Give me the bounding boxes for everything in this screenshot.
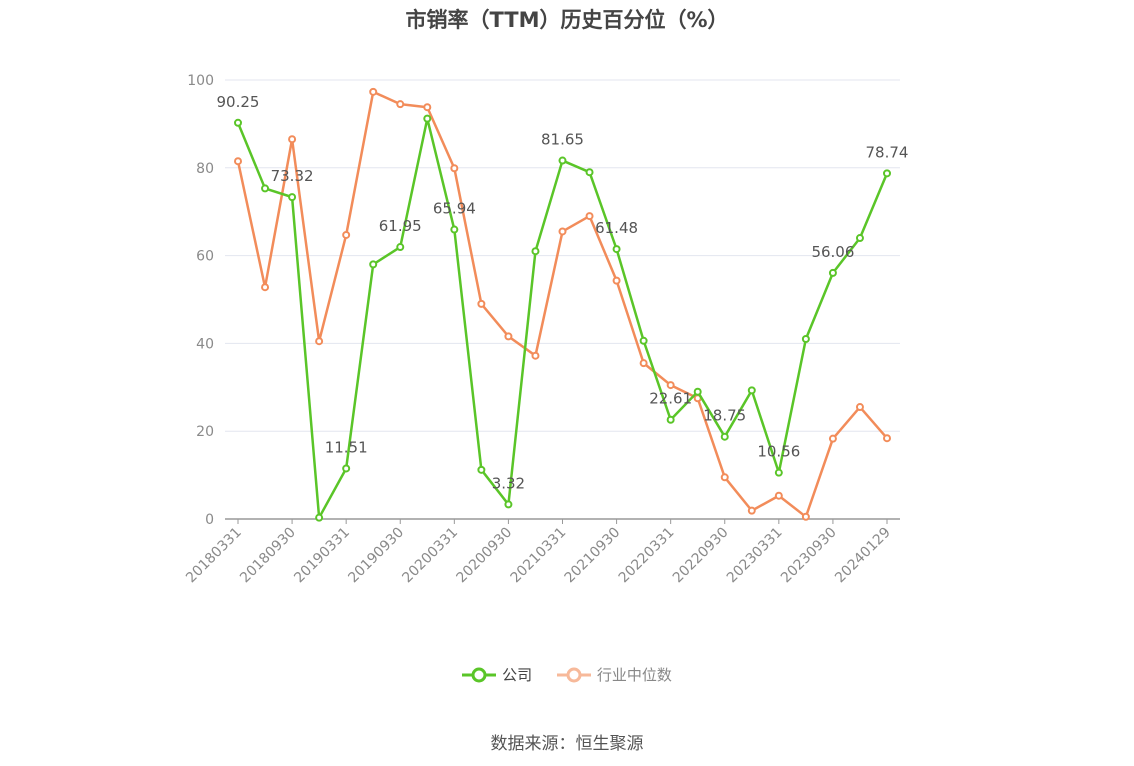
industry-point: [666, 381, 675, 390]
x-tick-label: 20180331: [183, 525, 245, 587]
industry-point: [450, 164, 459, 173]
y-tick-label: 80: [196, 161, 214, 177]
company-point: [531, 247, 540, 256]
x-tick-label: 20220930: [670, 525, 732, 587]
legend-item-industry[interactable]: 行业中位数: [556, 664, 672, 685]
x-tick-label: 20220331: [616, 525, 678, 587]
industry-point: [828, 434, 837, 443]
industry-point: [774, 491, 783, 500]
company-point: [801, 335, 810, 344]
data-label: 18.75: [703, 407, 746, 425]
x-tick-label: 20230331: [724, 525, 786, 587]
y-tick-label: 0: [205, 512, 214, 528]
company-point: [612, 245, 621, 254]
industry-point: [612, 276, 621, 285]
industry-point: [504, 332, 513, 341]
x-tick-label: 20180930: [237, 525, 299, 587]
industry-point: [396, 100, 405, 109]
company-point: [396, 243, 405, 252]
legend-company-marker-icon: [462, 667, 497, 682]
industry-point: [558, 227, 567, 236]
industry-point: [585, 212, 594, 221]
company-point: [342, 464, 351, 473]
company-point: [855, 234, 864, 243]
data-label: 11.51: [325, 438, 368, 456]
data-label: 73.32: [271, 167, 314, 185]
company-point: [693, 387, 702, 396]
x-tick-label: 20200930: [454, 525, 516, 587]
industry-point: [720, 473, 729, 482]
legend-item-company[interactable]: 公司: [462, 664, 532, 685]
y-tick-label: 40: [196, 336, 214, 352]
data-label: 65.94: [433, 200, 476, 218]
x-tick-label: 20230930: [778, 525, 840, 587]
industry-point: [747, 506, 756, 515]
company-point: [666, 415, 675, 424]
industry-point: [639, 359, 648, 368]
industry-point: [423, 103, 432, 112]
company-point: [720, 432, 729, 441]
data-label: 56.06: [811, 243, 854, 261]
industry-point: [531, 351, 540, 360]
data-source: 数据来源：恒生聚源: [490, 734, 644, 754]
x-tick-label: 20210930: [562, 525, 624, 587]
industry-point: [342, 230, 351, 239]
company-point: [639, 336, 648, 345]
legend-industry-marker-icon: [556, 667, 591, 682]
industry-point: [234, 157, 242, 166]
data-label: 3.32: [492, 474, 525, 492]
data-label: 61.95: [379, 217, 422, 235]
x-tick-label: 20240129: [832, 525, 894, 587]
industry-point: [369, 87, 378, 96]
data-label: 61.48: [595, 219, 638, 237]
x-tick-label: 20190331: [291, 525, 353, 587]
x-tick-label: 20210331: [508, 525, 570, 587]
company-point: [369, 260, 378, 269]
company-point: [450, 225, 459, 234]
company-point: [504, 500, 513, 509]
y-tick-label: 20: [196, 424, 214, 440]
company-point: [828, 268, 837, 277]
legend: 公司 行业中位数: [0, 664, 1134, 687]
y-tick-label: 100: [187, 73, 214, 89]
company-point: [585, 168, 594, 177]
x-tick-label: 20190930: [345, 525, 407, 587]
company-point: [315, 513, 324, 522]
company-point: [234, 118, 242, 127]
company-point: [747, 386, 756, 395]
industry-point: [883, 434, 891, 443]
y-tick-label: 60: [196, 249, 214, 265]
data-label: 78.74: [866, 143, 909, 161]
company-point: [883, 169, 891, 178]
company-point: [477, 465, 486, 474]
series-lines: [234, 87, 891, 522]
company-point: [288, 193, 297, 202]
industry-point: [315, 337, 324, 346]
data-label: 90.25: [217, 93, 260, 111]
industry-point: [801, 512, 810, 521]
company-point: [423, 114, 432, 123]
industry-point: [261, 283, 270, 292]
data-label: 10.56: [757, 443, 800, 461]
industry-point: [477, 299, 486, 308]
chart-title: 市销率（TTM）历史百分位（%）: [405, 8, 729, 32]
company-point: [261, 184, 270, 193]
data-label: 22.61: [649, 390, 692, 408]
data-labels: 90.25 73.32 11.51 61.95 65.94 3.32 81.65 61.48 2…: [217, 93, 909, 493]
x-tick-label: 20200331: [399, 525, 461, 587]
legend-industry-label: 行业中位数: [596, 666, 672, 684]
company-point: [558, 156, 567, 165]
data-label: 81.65: [541, 131, 584, 149]
company-point: [774, 468, 783, 477]
industry-point: [288, 135, 297, 144]
industry-point: [855, 403, 864, 412]
legend-company-label: 公司: [502, 666, 533, 684]
